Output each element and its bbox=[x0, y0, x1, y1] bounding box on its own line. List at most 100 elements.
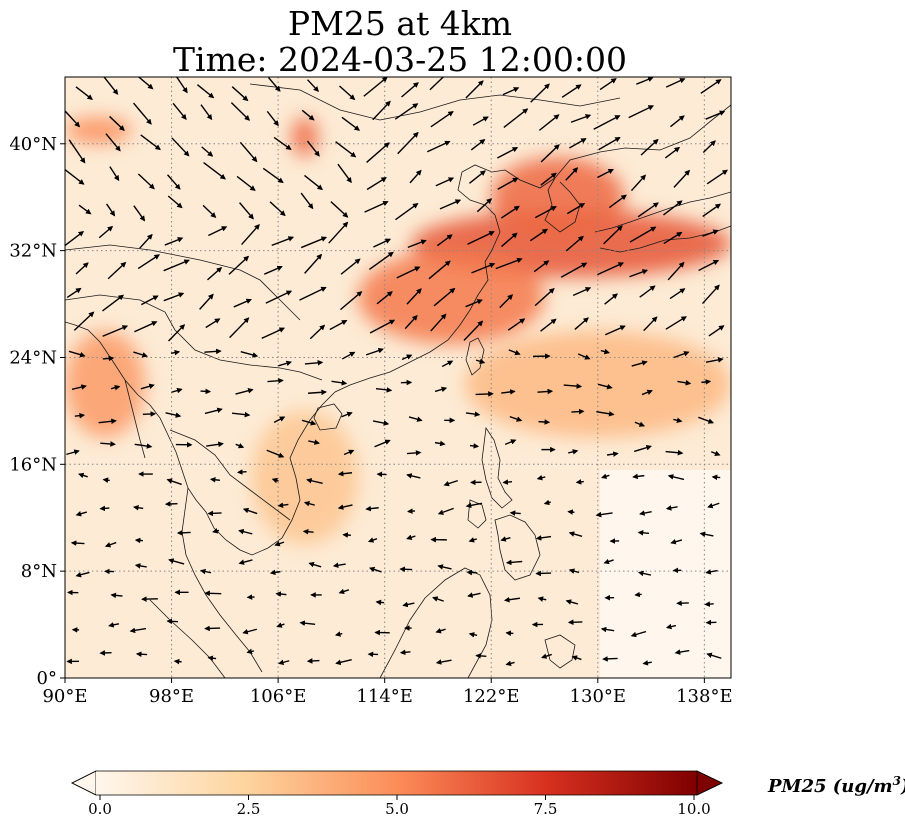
wind-arrow bbox=[432, 596, 444, 602]
wind-arrow bbox=[604, 325, 626, 336]
wind-arrow bbox=[402, 601, 415, 608]
wind-arrow bbox=[667, 261, 685, 281]
wind-arrow bbox=[561, 84, 582, 98]
wind-arrow bbox=[704, 601, 714, 607]
pm25-plume-6 bbox=[251, 410, 359, 545]
sumatra-coastline bbox=[149, 599, 226, 678]
wind-arrow bbox=[637, 570, 652, 577]
wind-arrow bbox=[567, 509, 575, 515]
wind-arrow bbox=[641, 389, 653, 396]
wind-arrow bbox=[698, 259, 720, 272]
wind-arrow bbox=[264, 265, 283, 275]
korea-coastline bbox=[544, 177, 581, 233]
wind-arrow bbox=[401, 354, 413, 361]
wind-arrow bbox=[568, 449, 579, 455]
wind-arrow bbox=[171, 137, 190, 157]
philippines-south-coastline bbox=[494, 514, 541, 581]
wind-arrow bbox=[439, 199, 462, 210]
wind-arrow bbox=[337, 470, 353, 477]
wind-arrow bbox=[698, 416, 714, 424]
wind-arrow bbox=[300, 236, 328, 249]
wind-arrow bbox=[566, 203, 586, 215]
lat-tick-label: 16°N bbox=[9, 454, 57, 475]
colorbar-ticks: 0.0 2.5 5.0 7.5 10.0 bbox=[88, 795, 711, 818]
wind-arrow bbox=[406, 534, 416, 540]
wind-arrow bbox=[595, 511, 613, 518]
wind-arrow bbox=[630, 174, 647, 192]
wind-arrow bbox=[299, 286, 327, 301]
wind-arrow bbox=[637, 530, 650, 536]
wind-arrow bbox=[535, 535, 552, 541]
wind-arrow bbox=[341, 116, 361, 131]
wind-arrow bbox=[502, 479, 513, 485]
wind-arrow bbox=[110, 384, 121, 391]
wind-arrow bbox=[341, 411, 353, 418]
wind-arrow bbox=[708, 325, 725, 337]
wind-arrow bbox=[700, 79, 722, 94]
wind-arrow bbox=[538, 114, 560, 131]
wind-arrow bbox=[569, 138, 587, 149]
wind-arrow bbox=[597, 262, 625, 276]
pm25-plume-8 bbox=[291, 117, 319, 158]
wind-arrow bbox=[168, 324, 186, 342]
wind-arrow bbox=[501, 232, 518, 248]
wind-arrow bbox=[140, 295, 159, 306]
wind-arrow bbox=[711, 474, 721, 481]
wind-arrow bbox=[139, 233, 153, 249]
wind-arrow bbox=[65, 109, 81, 128]
wind-arrow bbox=[269, 569, 281, 576]
wind-arrow bbox=[408, 416, 423, 422]
colorbar-over-extend bbox=[696, 770, 723, 796]
wind-arrow bbox=[203, 161, 226, 180]
wind-vectors bbox=[65, 77, 729, 667]
wind-arrow bbox=[273, 136, 292, 150]
colorbar-tick-label: 5.0 bbox=[385, 800, 409, 818]
wind-arrow bbox=[273, 416, 286, 423]
wind-arrow bbox=[428, 260, 451, 280]
wind-arrow bbox=[199, 293, 214, 310]
wind-arrow bbox=[535, 570, 552, 577]
wind-arrow bbox=[65, 230, 85, 247]
wind-arrow bbox=[236, 175, 256, 191]
wind-arrow bbox=[640, 138, 659, 156]
wind-arrow bbox=[435, 177, 455, 187]
wind-arrow bbox=[240, 351, 259, 358]
wind-arrow bbox=[705, 357, 724, 363]
wind-arrow bbox=[78, 204, 92, 215]
wind-arrow bbox=[665, 623, 677, 630]
wind-arrow bbox=[109, 115, 125, 132]
wind-arrow bbox=[467, 231, 495, 245]
wind-arrow bbox=[475, 391, 494, 397]
wind-arrow bbox=[331, 380, 348, 386]
wind-arrow bbox=[468, 632, 478, 638]
lon-tick-label: 122°E bbox=[463, 686, 520, 707]
wind-arrow bbox=[204, 407, 223, 415]
wind-arrow bbox=[365, 505, 379, 512]
wind-arrow bbox=[430, 111, 454, 128]
wind-arrow bbox=[307, 79, 319, 93]
wind-arrow bbox=[276, 622, 285, 628]
wind-arrow bbox=[134, 537, 143, 544]
wind-arrow bbox=[673, 351, 690, 359]
axis-ticks: 90°E 98°E 106°E 114°E 122°E 130°E 138°E 0° 8°N 16… bbox=[9, 134, 732, 707]
wind-arrow bbox=[629, 226, 657, 243]
wind-arrow bbox=[399, 649, 411, 656]
lon-tick-label: 130°E bbox=[570, 686, 627, 707]
wind-arrow bbox=[132, 504, 144, 511]
wind-arrow bbox=[705, 110, 726, 120]
wind-arrow bbox=[395, 203, 419, 221]
wind-arrow bbox=[176, 530, 191, 536]
wind-arrow bbox=[267, 377, 284, 384]
wind-arrow bbox=[533, 260, 550, 273]
wind-arrow bbox=[673, 417, 683, 424]
wind-arrow bbox=[269, 201, 286, 217]
indochina-coastline bbox=[124, 379, 323, 556]
lat-tick-label: 24°N bbox=[9, 347, 57, 368]
wind-arrow bbox=[601, 473, 610, 479]
wind-arrow bbox=[306, 478, 323, 485]
wind-arrow bbox=[163, 292, 185, 302]
wind-arrow bbox=[375, 599, 385, 606]
wind-arrow bbox=[500, 205, 520, 219]
wind-arrow bbox=[427, 140, 451, 153]
wind-arrow bbox=[137, 254, 160, 270]
